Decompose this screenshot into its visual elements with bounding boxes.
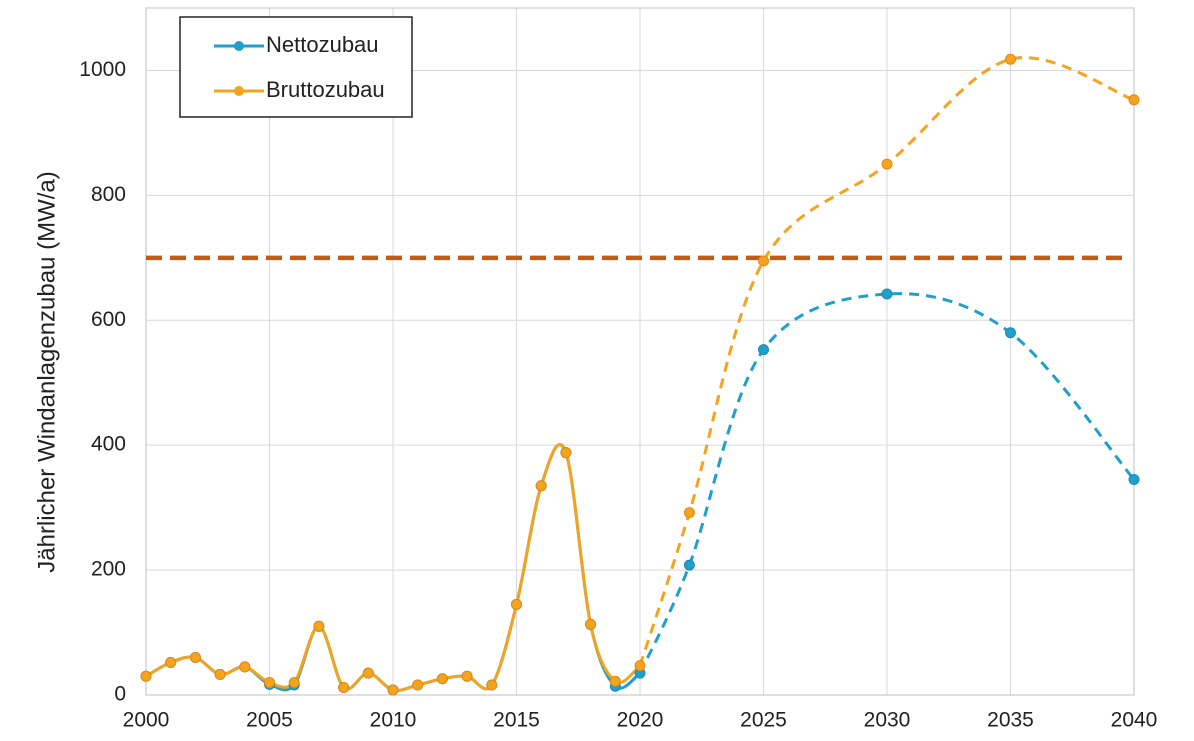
legend-marker: [234, 86, 244, 96]
y-tick-label: 800: [91, 183, 126, 206]
data-point: [288, 677, 300, 689]
data-point: [313, 620, 325, 632]
y-tick-label: 1000: [79, 58, 126, 81]
data-point: [461, 670, 473, 682]
data-point: [412, 679, 424, 691]
data-point: [535, 480, 547, 492]
x-tick-label: 2035: [987, 709, 1034, 732]
data-point: [881, 158, 893, 170]
legend-box: [179, 16, 413, 118]
x-tick-label: 2030: [864, 709, 911, 732]
x-tick-label: 2005: [246, 709, 293, 732]
data-point: [362, 667, 374, 679]
data-point: [338, 682, 350, 694]
data-point: [436, 673, 448, 685]
y-tick-label: 200: [91, 558, 126, 581]
legend-marker: [234, 41, 244, 51]
data-point: [683, 507, 695, 519]
data-point: [881, 288, 893, 300]
legend-label: Bruttozubau: [266, 77, 385, 102]
data-point: [165, 657, 177, 669]
data-point: [264, 677, 275, 689]
plot-frame: [145, 7, 1135, 696]
data-point: [387, 684, 399, 696]
data-point: [1128, 94, 1140, 106]
x-tick-label: 2015: [493, 709, 540, 732]
x-tick-label: 2020: [617, 709, 664, 732]
y-tick-label: 600: [91, 308, 126, 331]
series-line: [638, 292, 1136, 674]
data-point: [1005, 327, 1016, 339]
data-point: [683, 559, 695, 571]
x-tick-label: 2025: [740, 709, 787, 732]
data-point: [585, 618, 597, 630]
y-tick-label: 0: [114, 683, 126, 706]
data-point: [1128, 474, 1140, 486]
y-axis-label: Jährlicher Windanlagenzubau (MW/a): [33, 171, 60, 573]
data-point: [239, 661, 251, 673]
data-point: [609, 675, 621, 687]
data-point: [758, 344, 769, 356]
series-line: [638, 56, 1135, 667]
legend-label: Nettozubau: [266, 32, 379, 57]
data-point: [214, 668, 226, 680]
x-tick-label: 2010: [370, 709, 417, 732]
data-point: [634, 660, 646, 672]
data-point: [189, 652, 201, 664]
data-point: [758, 255, 769, 267]
data-point: [560, 447, 572, 459]
data-point: [1005, 53, 1016, 65]
data-point: [486, 679, 498, 691]
data-point: [140, 670, 152, 682]
x-tick-label: 2000: [123, 709, 170, 732]
y-tick-label: 400: [91, 433, 126, 456]
data-point: [511, 598, 522, 610]
x-tick-label: 2040: [1111, 709, 1158, 732]
